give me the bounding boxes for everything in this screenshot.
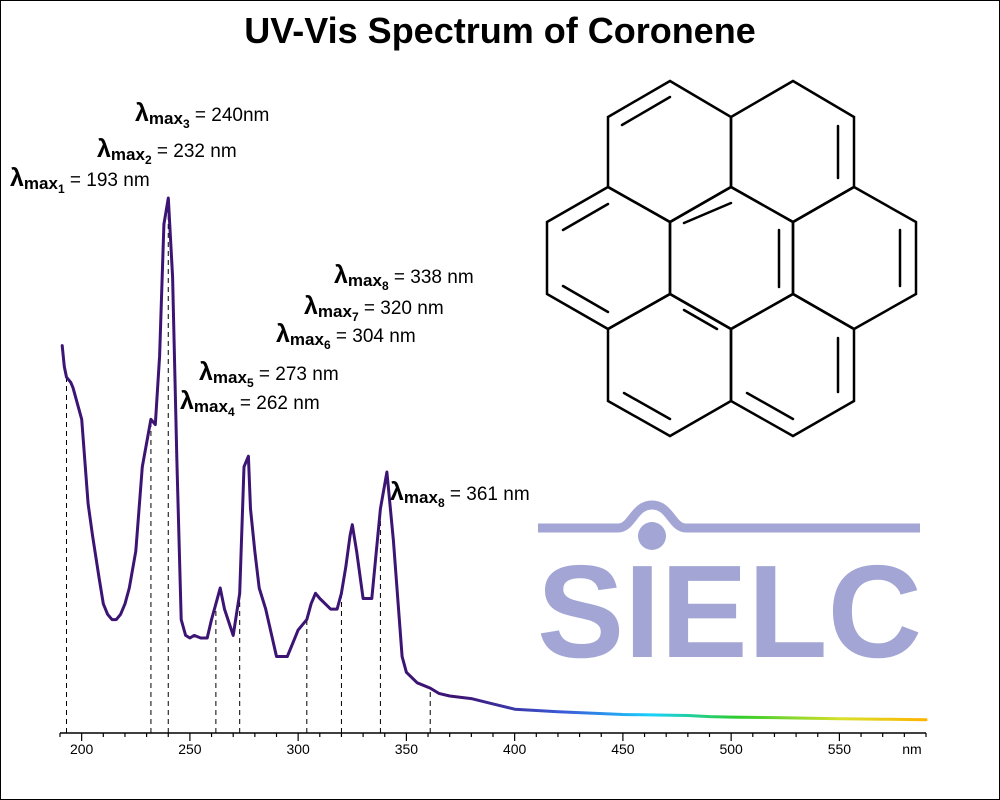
peak-label: λmax5 = 273 nm: [199, 358, 339, 390]
coronene-structure: [545, 79, 918, 438]
x-tick-label: 400: [503, 741, 527, 757]
peak-label: λmax3 = 240nm: [135, 99, 269, 131]
x-tick-label: 250: [178, 741, 202, 757]
x-tick-label: 350: [395, 741, 419, 757]
x-tick-label: 500: [719, 741, 743, 757]
peak-label: λmax8 = 338 nm: [334, 261, 474, 293]
peak-label: λmax8 = 361 nm: [390, 478, 530, 510]
peak-label: λmax7 = 320 nm: [304, 292, 444, 324]
x-tick-label: 300: [286, 741, 310, 757]
peak-label: λmax2 = 232 nm: [97, 135, 237, 167]
x-tick-label: 450: [611, 741, 635, 757]
peak-label: λmax4 = 262 nm: [180, 387, 320, 419]
x-tick-label: 200: [70, 741, 94, 757]
logo-text: SIELC: [537, 538, 922, 685]
chart-title: UV-Vis Spectrum of Coronene: [244, 10, 756, 51]
x-axis-unit-label: nm: [902, 741, 921, 757]
sielc-logo: SIELC: [537, 500, 922, 685]
x-tick-label: 550: [828, 741, 852, 757]
x-axis: 200 250 300 350 400 450 500 550 nm: [59, 732, 927, 757]
spectrum-curve: [60, 196, 928, 722]
peak-label: λmax6 = 304 nm: [276, 320, 416, 352]
peak-label: λmax1 = 193 nm: [10, 164, 150, 196]
